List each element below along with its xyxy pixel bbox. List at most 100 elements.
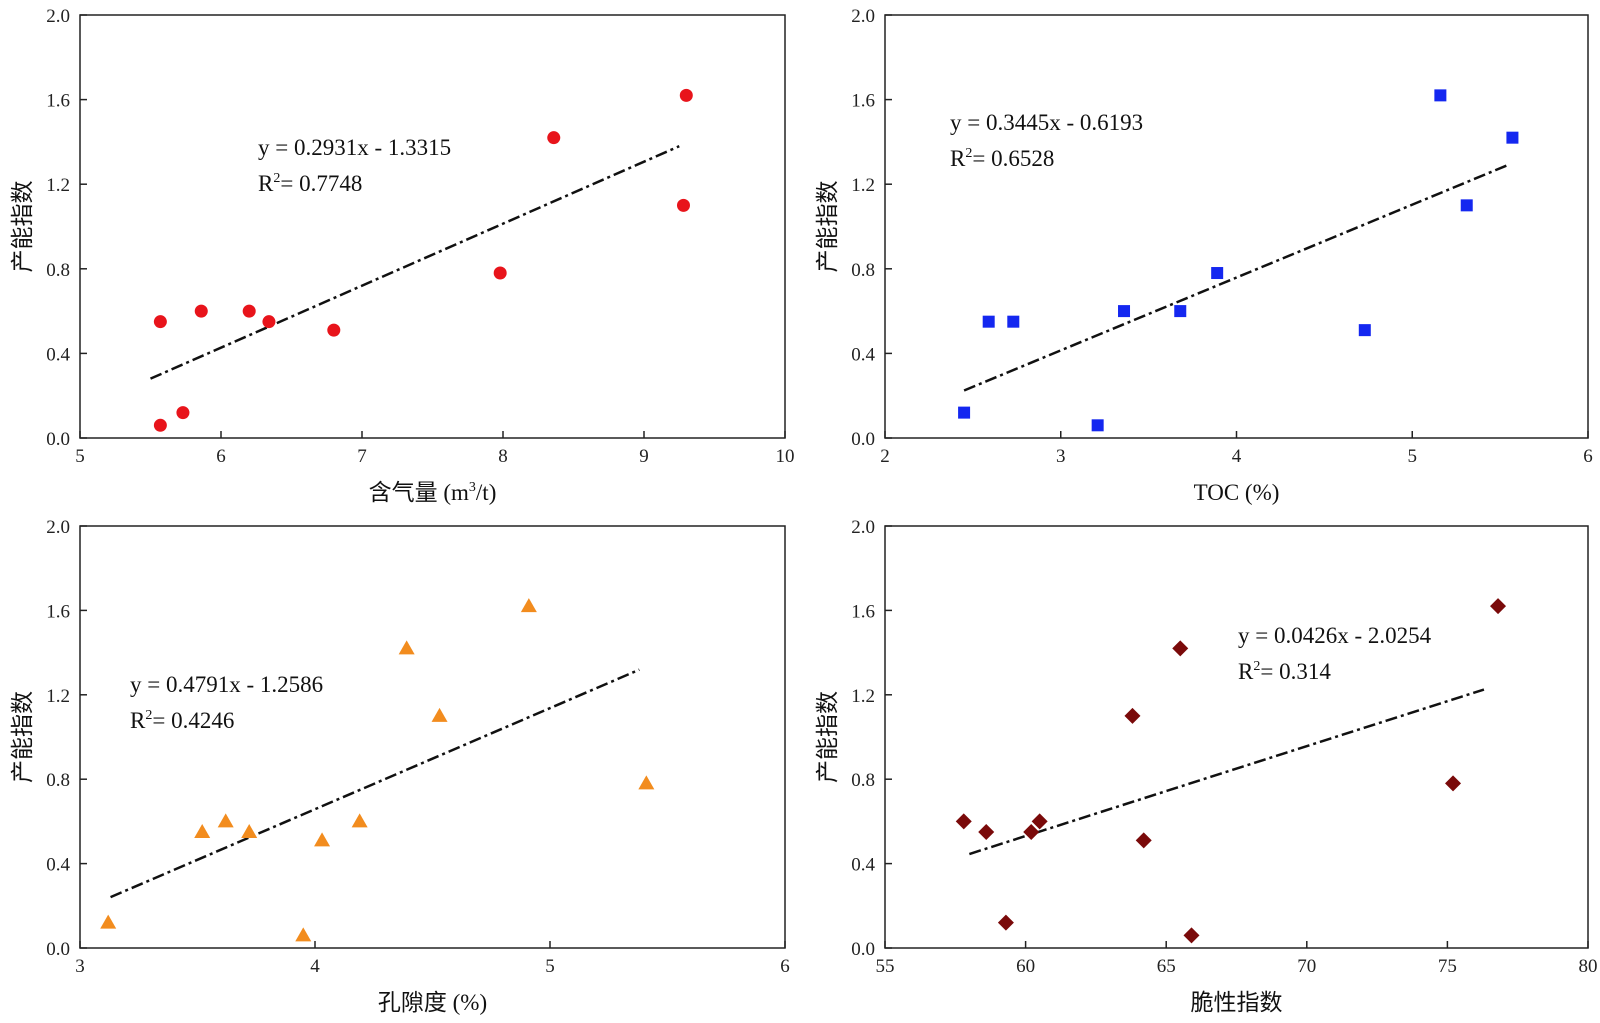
data-point [194, 823, 211, 838]
y-tick-label: 2.0 [46, 517, 70, 538]
r2-superscript: 2 [273, 171, 280, 186]
data-point [955, 813, 972, 830]
r2-letter: R [950, 146, 966, 171]
y-axis-title: 产能指数 [10, 691, 35, 783]
data-point [153, 418, 167, 432]
x-tick-label: 70 [1297, 956, 1316, 977]
data-point [1091, 419, 1104, 432]
porosity-panel: 3 4 5 6 0.0 0.4 0.8 1.2 1.6 2.0 孔隙度 (%) 产能指数 y = 0.4… [10, 517, 790, 1015]
data-point [351, 813, 368, 828]
data-point [242, 304, 256, 318]
x-tick-label: 2 [880, 446, 890, 467]
r2-value: = 0.7748 [280, 171, 362, 196]
r2-value: = 0.314 [1260, 659, 1331, 684]
data-point [978, 823, 995, 840]
regression-equation: y = 0.2931x - 1.3315 [258, 135, 451, 160]
data-point [982, 315, 995, 328]
x-tick-label: 5 [545, 956, 555, 977]
toc-panel: 2 3 4 5 6 0.0 0.4 0.8 1.2 1.6 2.0 TOC (%) 产能指数 y = 0.… [815, 6, 1593, 505]
y-tick-label: 0.4 [851, 344, 875, 365]
r2-letter: R [1238, 659, 1254, 684]
x-tick-label: 7 [357, 446, 367, 467]
data-point [638, 775, 655, 790]
r2-superscript: 2 [145, 708, 152, 723]
y-tick-label: 0.4 [851, 855, 875, 876]
r2-letter: R [258, 171, 274, 196]
x-axis-title: TOC (%) [1194, 480, 1280, 505]
x-tick-label: 4 [310, 956, 320, 977]
x-tick-label: 8 [498, 446, 508, 467]
data-point [217, 813, 234, 828]
y-tick-label: 1.2 [46, 686, 70, 707]
plot-frame [884, 525, 1589, 949]
r-squared-label: R2= 0.6528 [950, 146, 1054, 171]
y-tick-label: 2.0 [46, 6, 70, 27]
y-tick-label: 0.0 [851, 429, 875, 450]
x-tick-label: 60 [1016, 956, 1035, 977]
x-axis-title-main: TOC (%) [1194, 480, 1280, 505]
x-tick-label: 65 [1157, 956, 1176, 977]
x-axis-title-tail: /t) [476, 480, 496, 505]
data-point [1135, 832, 1152, 849]
data-point [1358, 324, 1371, 337]
x-axis-title: 脆性指数 [1191, 990, 1283, 1015]
x-tick-label: 80 [1579, 956, 1598, 977]
data-point [314, 832, 331, 847]
x-tick-label: 5 [1408, 446, 1418, 467]
r2-value: = 0.6528 [972, 146, 1054, 171]
y-tick-label: 1.6 [46, 91, 70, 112]
data-point [1031, 813, 1048, 830]
data-point [262, 315, 276, 329]
x-tick-label: 6 [1583, 446, 1593, 467]
data-point [1007, 315, 1020, 328]
x-axis-title-sup: 3 [469, 480, 476, 495]
y-tick-label: 0.8 [46, 260, 70, 281]
data-point [100, 914, 117, 929]
data-point [1434, 89, 1447, 102]
y-axis-title: 产能指数 [815, 691, 840, 783]
r2-superscript: 2 [965, 146, 972, 161]
data-point [1506, 131, 1519, 144]
x-axis-title-main: 脆性指数 [1191, 990, 1283, 1015]
data-point [1211, 267, 1224, 280]
x-tick-label: 10 [776, 446, 795, 467]
data-point [398, 640, 415, 655]
y-tick-label: 0.4 [46, 855, 70, 876]
y-tick-label: 0.8 [851, 260, 875, 281]
x-tick-label: 75 [1438, 956, 1457, 977]
trend-line [110, 668, 640, 899]
y-tick-label: 1.2 [851, 686, 875, 707]
data-point [676, 198, 690, 212]
gas-content-panel: 5 6 7 8 9 10 0.0 0.4 0.8 1.2 1.6 2.0 含气量 (m3/t) 产能指数 y… [10, 6, 795, 505]
x-axis-title-main: 含气量 (m [369, 480, 469, 505]
regression-equation: y = 0.3445x - 0.6193 [950, 110, 1143, 135]
data-point [1118, 305, 1131, 318]
data-point [679, 88, 693, 102]
brittleness-panel: 55 60 65 70 75 80 0.0 0.4 0.8 1.2 1.6 2.0 脆性指数 产能指数 y … [815, 517, 1598, 1015]
r-squared-label: R2= 0.4246 [130, 708, 234, 733]
y-tick-label: 2.0 [851, 517, 875, 538]
x-tick-label: 3 [75, 956, 85, 977]
y-tick-label: 1.6 [851, 601, 875, 622]
y-tick-label: 0.0 [851, 939, 875, 960]
data-point [176, 406, 190, 420]
r2-superscript: 2 [1253, 659, 1260, 674]
r-squared-label: R2= 0.314 [1238, 659, 1331, 684]
data-point [1124, 707, 1141, 724]
x-axis-title: 含气量 (m3/t) [369, 480, 497, 505]
y-axis-title: 产能指数 [10, 181, 35, 273]
data-point [1460, 199, 1473, 212]
data-point [194, 304, 208, 318]
y-tick-label: 0.8 [46, 770, 70, 791]
y-axis-title: 产能指数 [815, 181, 840, 273]
data-point [958, 406, 971, 419]
data-point [1172, 640, 1189, 657]
y-tick-label: 0.0 [46, 939, 70, 960]
data-point [1445, 775, 1462, 792]
y-tick-label: 1.2 [46, 175, 70, 196]
y-tick-label: 1.6 [46, 601, 70, 622]
data-point [997, 914, 1014, 931]
data-point [153, 315, 167, 329]
x-axis-title-main: 孔隙度 (%) [378, 990, 487, 1015]
